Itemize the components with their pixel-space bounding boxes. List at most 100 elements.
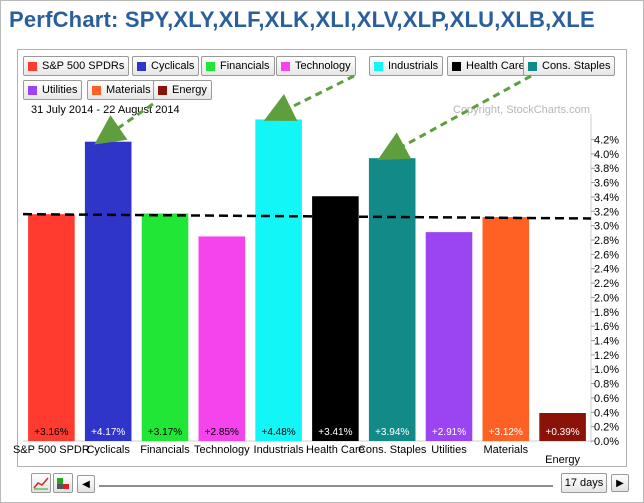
line-chart-icon[interactable] (31, 473, 51, 493)
reference-line (22, 212, 592, 220)
category-label: Health Care (306, 444, 365, 456)
legend-label: Health Care (466, 60, 525, 72)
legend-item-cons-staples[interactable]: Cons. Staples (523, 56, 616, 76)
legend-label: Cons. Staples (542, 60, 611, 72)
bar-5 (312, 196, 359, 441)
scroll-right-button[interactable]: ▶ (611, 474, 629, 492)
toolbar: ◀ 17 days ▶ (1, 471, 644, 503)
category-label: Industrials (254, 444, 305, 456)
category-label: Cons. Staples (358, 444, 427, 456)
legend-label: Industrials (388, 60, 439, 72)
legend-swatch (452, 61, 461, 71)
bar-value-label: +0.39% (545, 427, 579, 438)
legend-swatch (158, 85, 167, 95)
y-tick-label: 1.2% (594, 350, 619, 362)
legend-swatch (374, 61, 383, 71)
bar-value-label: +3.17% (148, 427, 182, 438)
legend-label: Financials (220, 60, 270, 72)
category-label: Technology (194, 444, 250, 456)
legend-swatch (206, 61, 215, 71)
category-label: Cyclicals (86, 444, 130, 456)
y-tick-label: 3.6% (594, 178, 619, 190)
y-tick-label: 0.8% (594, 379, 619, 391)
y-tick-label: 4.2% (594, 135, 619, 147)
legend-swatch (92, 85, 101, 95)
y-tick-label: 1.4% (594, 336, 619, 348)
legend-swatch (28, 85, 37, 95)
bar-4 (255, 119, 302, 442)
bar-value-label: +3.12% (489, 427, 523, 438)
bar-0 (28, 214, 75, 441)
bar-7 (425, 232, 473, 441)
legend-label: Materials (106, 84, 151, 96)
y-tick-label: 3.0% (594, 221, 619, 233)
bar-chart-glyph (57, 478, 69, 489)
legend-item-utilities[interactable]: Utilities (23, 80, 83, 100)
bar-chart-icon[interactable] (53, 473, 73, 493)
legend-swatch (28, 61, 37, 71)
annotation-arrow (263, 74, 355, 121)
left-arrow-icon: ◀ (82, 478, 90, 490)
bar-value-label: +3.94% (375, 427, 409, 438)
bar-1 (84, 141, 132, 442)
legend-swatch (137, 61, 146, 71)
y-tick-label: 1.8% (594, 307, 619, 319)
legend-item-industrials[interactable]: Industrials (369, 56, 444, 76)
y-tick-label: 4.0% (594, 149, 619, 161)
legend-label: Utilities (42, 84, 78, 96)
category-label: S&P 500 SPDR (13, 444, 90, 456)
legend-label: Cyclicals (151, 60, 195, 72)
chart-title: PerfChart: SPY,XLY,XLF,XLK,XLI,XLV,XLP,X… (9, 7, 595, 32)
bar-chart: 0.0% 0.2% 0.4% 0.6% 0.8% 1.0% 1.2% 1.4% 1.6% 1.8%… (13, 74, 619, 466)
legend-item-sandp-500-spdrs[interactable]: S&P 500 SPDRs (23, 56, 130, 76)
legend-item-technology[interactable]: Technology (276, 56, 356, 76)
bar-value-label: +4.48% (261, 427, 295, 438)
legend-label: Energy (172, 84, 207, 96)
bar-8 (482, 217, 530, 441)
bar-value-label: +2.91% (432, 427, 466, 438)
category-label: Energy (545, 454, 580, 466)
y-tick-label: 2.6% (594, 249, 619, 261)
copyright-text: Copyright, StockCharts.com (453, 104, 590, 116)
annotation-arrow (377, 74, 532, 160)
bar-2 (141, 213, 189, 441)
bar-value-label: +4.17% (91, 427, 125, 438)
y-tick-label: 1.6% (594, 321, 619, 333)
y-tick-label: 3.4% (594, 192, 619, 204)
y-tick-label: 1.0% (594, 364, 619, 376)
annotation-arrow (94, 102, 154, 145)
legend-label: Technology (295, 60, 351, 72)
category-label: Utilities (431, 444, 467, 456)
legend-item-cyclicals[interactable]: Cyclicals (132, 56, 200, 76)
line-chart-glyph (33, 477, 49, 490)
y-tick-label: 2.0% (594, 292, 619, 304)
y-tick-label: 2.4% (594, 264, 619, 276)
bar-3 (198, 236, 246, 441)
y-tick-label: 3.8% (594, 163, 619, 175)
bar-6 (368, 158, 416, 441)
bar-9 (539, 413, 586, 441)
y-tick-label: 2.8% (594, 235, 619, 247)
bar-value-label: +3.41% (318, 427, 352, 438)
legend-item-health-care[interactable]: Health Care (447, 56, 530, 76)
bar-value-label: +3.16% (34, 427, 68, 438)
days-selector[interactable]: 17 days (561, 473, 607, 493)
legend-item-energy[interactable]: Energy (153, 80, 212, 100)
y-tick-label: 3.2% (594, 206, 619, 218)
category-label: Materials (483, 444, 528, 456)
time-scrollbar[interactable] (99, 485, 553, 487)
legend-swatch (528, 61, 537, 71)
bar-value-label: +2.85% (205, 427, 239, 438)
y-tick-label: 0.4% (594, 407, 619, 419)
category-label: Financials (140, 444, 190, 456)
y-tick-label: 0.2% (594, 422, 619, 434)
y-tick-label: 0.6% (594, 393, 619, 405)
legend-item-financials[interactable]: Financials (201, 56, 275, 76)
scroll-left-button[interactable]: ◀ (77, 475, 95, 493)
y-tick-label: 2.2% (594, 278, 619, 290)
y-tick-label: 0.0% (594, 436, 619, 448)
legend-swatch (281, 61, 290, 71)
legend-label: S&P 500 SPDRs (42, 60, 125, 72)
right-arrow-icon: ▶ (616, 477, 624, 489)
